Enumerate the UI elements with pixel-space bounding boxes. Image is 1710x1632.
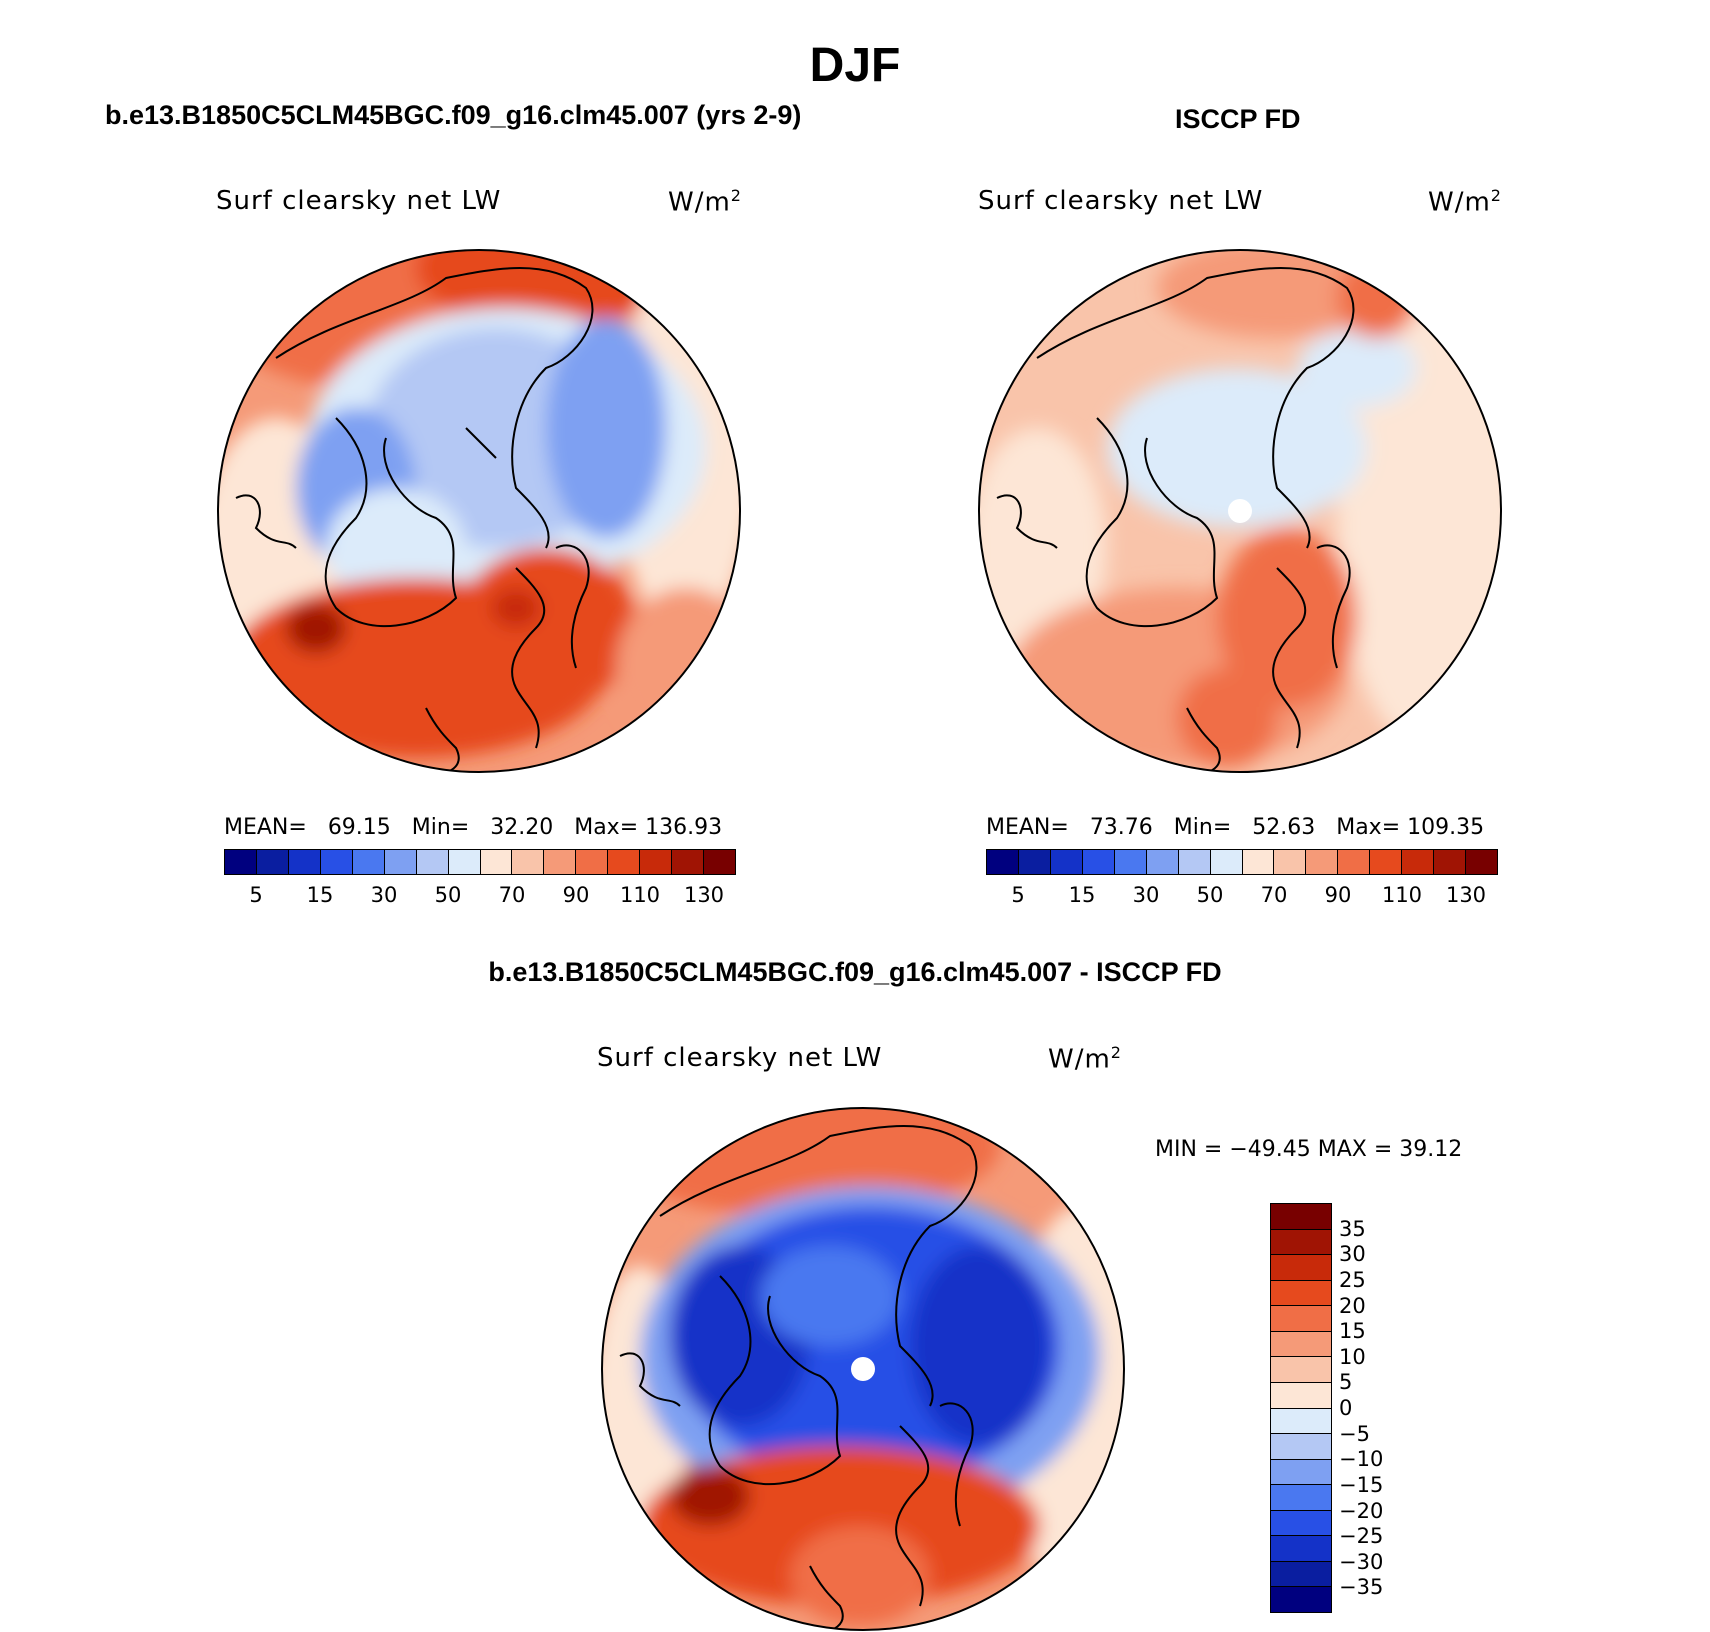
colorbar-swatch xyxy=(1242,850,1275,874)
colorbar-swatch xyxy=(1434,850,1467,874)
diff-colorbar xyxy=(1270,1203,1332,1613)
colorbar-tick-label: 130 xyxy=(1445,883,1487,907)
model-unit: W/m2 xyxy=(668,186,742,218)
colorbar-tick-label: 20 xyxy=(1339,1293,1366,1318)
obs-polar-map xyxy=(978,249,1502,773)
colorbar-swatch xyxy=(1018,850,1051,874)
colorbar-swatch xyxy=(416,850,449,874)
colorbar-swatch xyxy=(1306,850,1339,874)
colorbar-swatch xyxy=(256,850,289,874)
colorbar-swatch xyxy=(288,850,321,874)
obs-unit: W/m2 xyxy=(1428,186,1502,218)
colorbar-swatch xyxy=(448,850,481,874)
colorbar-swatch xyxy=(1271,1255,1331,1281)
colorbar-swatch xyxy=(608,850,641,874)
colorbar-tick-label: 30 xyxy=(1132,883,1160,907)
colorbar-tick-label: 110 xyxy=(1381,883,1423,907)
colorbar-swatch xyxy=(1271,1510,1331,1537)
colorbar-tick-label: 15 xyxy=(1339,1319,1366,1344)
colorbar-swatch xyxy=(672,850,705,874)
colorbar-tick-label: 50 xyxy=(1196,883,1224,907)
diff-stats: MIN = −49.45 MAX = 39.12 xyxy=(1155,1137,1463,1162)
colorbar-swatch xyxy=(1271,1229,1331,1256)
colorbar-swatch xyxy=(384,850,417,874)
diff-unit: W/m2 xyxy=(1048,1043,1122,1075)
colorbar-tick-label: 70 xyxy=(1260,883,1288,907)
obs-variable-name: Surf clearsky net LW xyxy=(978,186,1264,216)
colorbar-swatch xyxy=(1466,850,1497,874)
colorbar-swatch xyxy=(1271,1485,1331,1511)
colorbar-tick-label: 25 xyxy=(1339,1267,1366,1292)
colorbar-swatch xyxy=(1271,1382,1331,1409)
colorbar-tick-label: −20 xyxy=(1339,1498,1384,1523)
colorbar-swatch xyxy=(1271,1459,1331,1486)
colorbar-swatch xyxy=(1338,850,1371,874)
colorbar-tick-label: 5 xyxy=(249,883,263,907)
colorbar-tick-label: −5 xyxy=(1339,1421,1370,1446)
colorbar-tick-label: 110 xyxy=(619,883,661,907)
colorbar-tick-label: 35 xyxy=(1339,1216,1366,1241)
colorbar-swatch xyxy=(1210,850,1243,874)
colorbar-swatch xyxy=(1271,1408,1331,1435)
colorbar-swatch xyxy=(576,850,609,874)
colorbar-tick-label: 5 xyxy=(1011,883,1025,907)
colorbar-swatch xyxy=(1271,1561,1331,1588)
model-stats: MEAN= 69.15 Min= 32.20 Max= 136.93 xyxy=(224,815,723,840)
model-panel-title: b.e13.B1850C5CLM45BGC.f09_g16.clm45.007 … xyxy=(105,100,802,130)
colorbar-tick-label: −10 xyxy=(1339,1447,1384,1472)
colorbar-tick-label: 30 xyxy=(370,883,398,907)
colorbar-swatch xyxy=(1402,850,1435,874)
obs-colorbar xyxy=(986,849,1498,875)
obs-stats: MEAN= 73.76 Min= 52.63 Max= 109.35 xyxy=(986,815,1485,840)
colorbar-swatch xyxy=(704,850,735,874)
colorbar-swatch xyxy=(544,850,577,874)
colorbar-swatch xyxy=(1271,1587,1331,1612)
colorbar-tick-label: 90 xyxy=(1324,883,1352,907)
colorbar-tick-label: −35 xyxy=(1339,1575,1384,1600)
diff-variable-name: Surf clearsky net LW xyxy=(597,1043,883,1073)
colorbar-swatch xyxy=(1271,1536,1331,1562)
figure-title: DJF xyxy=(809,39,901,92)
colorbar-tick-label: 90 xyxy=(562,883,590,907)
colorbar-swatch xyxy=(1271,1331,1331,1358)
colorbar-tick-label: 5 xyxy=(1339,1370,1353,1395)
colorbar-swatch xyxy=(640,850,673,874)
colorbar-tick-label: −30 xyxy=(1339,1549,1384,1574)
colorbar-swatch xyxy=(1178,850,1211,874)
colorbar-tick-label: 30 xyxy=(1339,1242,1366,1267)
model-variable-name: Surf clearsky net LW xyxy=(216,186,502,216)
model-polar-map xyxy=(217,249,741,773)
colorbar-swatch xyxy=(352,850,385,874)
model-colorbar xyxy=(224,849,736,875)
colorbar-swatch xyxy=(1271,1280,1331,1307)
colorbar-swatch xyxy=(225,850,257,874)
colorbar-tick-label: 70 xyxy=(498,883,526,907)
colorbar-swatch xyxy=(1370,850,1403,874)
colorbar-swatch xyxy=(1050,850,1083,874)
colorbar-swatch xyxy=(1271,1204,1331,1230)
colorbar-tick-label: 15 xyxy=(306,883,334,907)
colorbar-swatch xyxy=(1271,1434,1331,1460)
colorbar-swatch xyxy=(1274,850,1307,874)
colorbar-tick-label: −25 xyxy=(1339,1524,1384,1549)
diff-polar-map xyxy=(601,1107,1125,1631)
colorbar-tick-label: 15 xyxy=(1068,883,1096,907)
colorbar-tick-label: 50 xyxy=(434,883,462,907)
colorbar-swatch xyxy=(512,850,545,874)
colorbar-swatch xyxy=(480,850,513,874)
obs-panel-title: ISCCP FD xyxy=(1175,104,1301,134)
colorbar-swatch xyxy=(1146,850,1179,874)
colorbar-swatch xyxy=(1082,850,1115,874)
colorbar-swatch xyxy=(987,850,1019,874)
colorbar-swatch xyxy=(320,850,353,874)
colorbar-swatch xyxy=(1271,1357,1331,1383)
colorbar-tick-label: 10 xyxy=(1339,1344,1366,1369)
colorbar-swatch xyxy=(1114,850,1147,874)
colorbar-tick-label: 0 xyxy=(1339,1396,1353,1420)
colorbar-swatch xyxy=(1271,1306,1331,1332)
colorbar-tick-label: 130 xyxy=(683,883,725,907)
colorbar-tick-label: −15 xyxy=(1339,1472,1384,1497)
diff-panel-title: b.e13.B1850C5CLM45BGC.f09_g16.clm45.007 … xyxy=(488,957,1222,987)
